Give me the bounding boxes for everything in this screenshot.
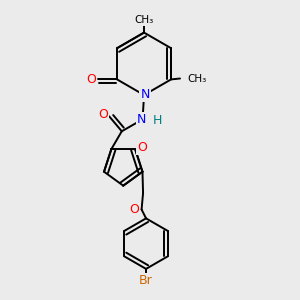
Text: O: O [98, 108, 108, 121]
Text: H: H [153, 114, 162, 127]
Text: O: O [129, 203, 139, 216]
Text: O: O [137, 141, 147, 154]
Text: N: N [140, 88, 150, 100]
Text: N: N [137, 112, 146, 126]
Text: CH₃: CH₃ [188, 74, 207, 83]
Text: Br: Br [139, 274, 153, 287]
Text: CH₃: CH₃ [134, 15, 154, 25]
Text: O: O [86, 73, 96, 86]
